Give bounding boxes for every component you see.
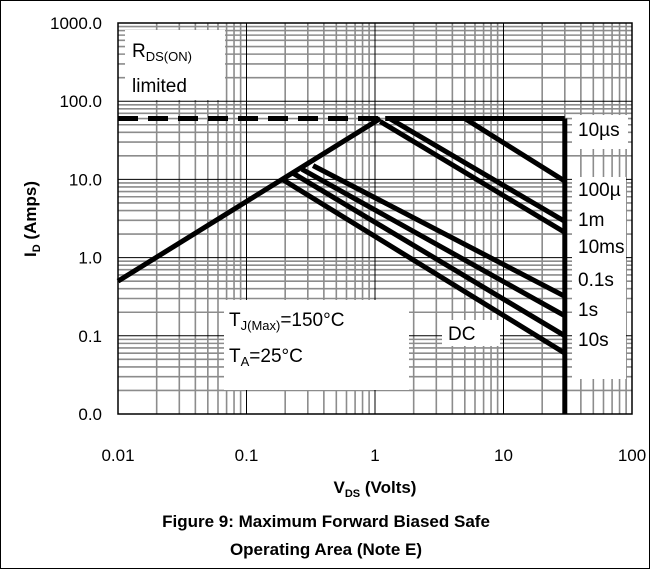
figure-caption-line-2: Operating Area (Note E) [229,540,423,559]
series-label: 10µs [578,120,620,141]
label-background [442,320,500,346]
series-label: 10ms [578,237,624,258]
ta-label: TA=25°C [229,346,303,369]
major-grid [117,22,633,415]
label-background [125,30,225,100]
series-label: 1s [578,300,598,321]
plot-area-border [117,22,633,415]
x-tick-label: 10 [494,446,513,465]
label-background [224,300,409,390]
x-axis-label: VDS (Volts) [334,478,417,500]
y-tick-label: 100.0 [59,92,102,111]
rds-on-label: RDS(ON) [132,41,192,64]
y-tick-label: 1000.0 [50,14,102,33]
series-line [291,171,567,338]
x-tick-label: 100 [618,446,646,465]
series-line [388,116,567,224]
soa-chart: 0.01 0.1 1 10 1000.00.11.010.0100.01000.0VDS… [21,14,646,500]
annotation-labels: RDS(ON) limited TJ(Max)=150°C TA=25°C DC 10µs… [132,41,624,369]
series-line [379,119,567,235]
series-line [116,116,382,284]
series-label: 100µ [578,180,621,201]
series-label: 10s [578,330,609,351]
series-line [280,177,567,356]
label-background [572,115,628,149]
y-tick-label: 10.0 [69,170,102,189]
label-boxes [125,30,628,390]
figure-caption-line-1: Figure 9: Maximum Forward Biased Safe [162,512,490,531]
y-tick-label: 0.1 [78,327,102,346]
series-lines [116,116,568,414]
dc-label: DC [448,324,475,345]
x-tick-label: 1 [370,446,379,465]
series-label: 1m [578,210,604,231]
x-tick-label: 0.01 [101,446,134,465]
y-tick-label: 1.0 [78,249,102,268]
y-axis-label: ID (Amps) [21,181,43,257]
x-tick-label: 0.1 [235,446,259,465]
series-line [463,116,567,184]
label-background [572,177,626,379]
y-tick-label: 0.0 [78,405,102,424]
series-label: 0.1s [578,270,614,291]
rds-limited-label: limited [132,76,187,97]
tj-max-label: TJ(Max)=150°C [229,310,344,333]
series-line [300,167,567,318]
series-line [311,163,566,299]
tick-labels: 0.01 0.1 1 10 1000.00.11.010.0100.01000.0VDS… [21,14,646,500]
